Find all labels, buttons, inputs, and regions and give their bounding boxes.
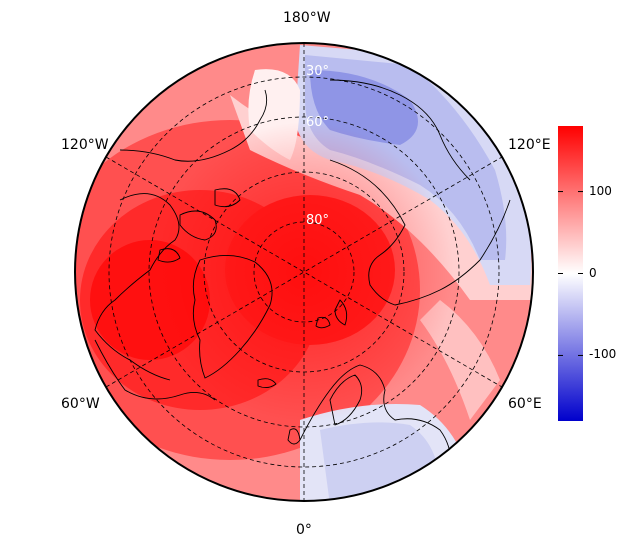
colorbar-tick-label: -100 bbox=[589, 347, 617, 362]
kamchatka-coast bbox=[329, 79, 471, 181]
colorbar-tick-label: 0 bbox=[589, 265, 597, 280]
canada-arctic-coast bbox=[94, 193, 180, 381]
british-isles bbox=[287, 428, 301, 445]
map-border bbox=[74, 42, 534, 502]
novaya-zemlya bbox=[334, 299, 348, 326]
north-america-coast bbox=[94, 339, 216, 401]
iceland bbox=[257, 378, 277, 389]
greenland-coast bbox=[192, 255, 273, 379]
graticule bbox=[105, 43, 503, 501]
europe-coast bbox=[299, 364, 452, 481]
scandinavia bbox=[329, 374, 363, 426]
colorbar-tick-label: 100 bbox=[589, 183, 612, 198]
lon-label-lower-right: 60°E bbox=[508, 396, 542, 412]
lon-label-bottom: 0° bbox=[296, 522, 312, 538]
meridian-60 bbox=[105, 156, 503, 388]
colorbar bbox=[558, 126, 583, 421]
lat-circle-inner bbox=[108, 76, 500, 468]
lat-label-outer: 30° bbox=[306, 64, 330, 79]
alaska-coast bbox=[119, 89, 268, 162]
siberia-coast bbox=[329, 159, 511, 306]
lat-label-inner: 80° bbox=[306, 213, 330, 228]
lon-label-lower-left: 60°W bbox=[61, 396, 100, 412]
lat-circle-80 bbox=[253, 221, 355, 323]
lon-label-upper-right: 120°E bbox=[508, 137, 551, 153]
lon-label-upper-left: 120°W bbox=[61, 137, 109, 153]
lon-label-top: 180°W bbox=[283, 10, 331, 26]
archipelago-islands bbox=[157, 188, 241, 263]
coastlines bbox=[94, 79, 511, 481]
meridian-120 bbox=[105, 156, 503, 388]
lat-label-middle: 60° bbox=[306, 115, 330, 130]
svalbard bbox=[315, 316, 331, 329]
